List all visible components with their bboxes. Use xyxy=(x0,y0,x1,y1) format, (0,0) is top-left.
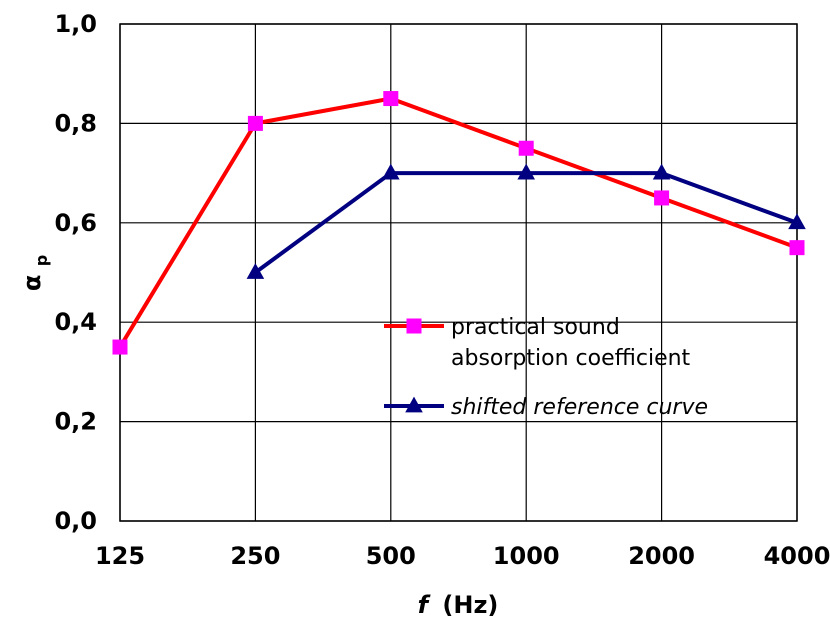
data-point-square xyxy=(383,91,399,107)
data-point-triangle xyxy=(405,396,423,413)
legend-label: shifted reference curve xyxy=(451,395,708,420)
y-axis-label-symbol: α xyxy=(18,275,46,292)
x-tick-label: 4000 xyxy=(764,542,830,570)
y-tick-label: 0,4 xyxy=(54,308,97,336)
legend-label: absorption coefficient xyxy=(451,346,691,371)
series-line xyxy=(118,96,798,349)
x-tick-label: 500 xyxy=(366,542,416,570)
y-tick-labels: 0,0 0,2 0,4 0,6 0,8 1,0 xyxy=(54,10,97,535)
y-tick-label: 0,8 xyxy=(54,109,97,137)
x-tick-label: 1000 xyxy=(493,542,560,570)
x-tick-label: 125 xyxy=(95,542,145,570)
y-axis-label: α p xyxy=(18,255,51,291)
series-2 xyxy=(246,163,806,279)
data-point-square xyxy=(406,318,422,334)
series xyxy=(112,91,806,355)
legend-item-2: shifted reference curve xyxy=(384,395,708,420)
y-axis-label-subscript: p xyxy=(32,255,51,266)
y-tick-label: 0,2 xyxy=(54,408,97,436)
data-point-triangle xyxy=(517,163,535,180)
legend-item-1: practical sound absorption coefficient xyxy=(384,315,691,371)
y-tick-label: 0,6 xyxy=(54,209,97,237)
data-point-square xyxy=(654,190,670,206)
data-point-square xyxy=(789,240,805,256)
x-axis-label-symbol: f xyxy=(418,591,431,619)
data-point-triangle xyxy=(788,213,806,230)
data-point-triangle xyxy=(382,163,400,180)
series-1 xyxy=(112,91,805,355)
x-axis-label: f (Hz) xyxy=(418,591,499,619)
x-tick-label: 2000 xyxy=(628,542,695,570)
data-point-square xyxy=(247,115,263,131)
data-point-square xyxy=(112,339,128,355)
x-tick-labels: 125 250 500 1000 2000 4000 xyxy=(95,542,830,570)
legend: practical sound absorption coefficient shi… xyxy=(384,315,708,420)
data-point-square xyxy=(518,140,534,156)
y-tick-label: 1,0 xyxy=(54,10,97,38)
plot-frame xyxy=(119,23,798,522)
y-tick-label: 0,0 xyxy=(54,507,97,535)
data-point-triangle xyxy=(652,163,671,180)
x-tick-label: 250 xyxy=(230,542,280,570)
legend-label: practical sound xyxy=(451,315,620,340)
x-axis-label-unit: (Hz) xyxy=(442,591,498,619)
data-point-triangle xyxy=(246,263,265,279)
